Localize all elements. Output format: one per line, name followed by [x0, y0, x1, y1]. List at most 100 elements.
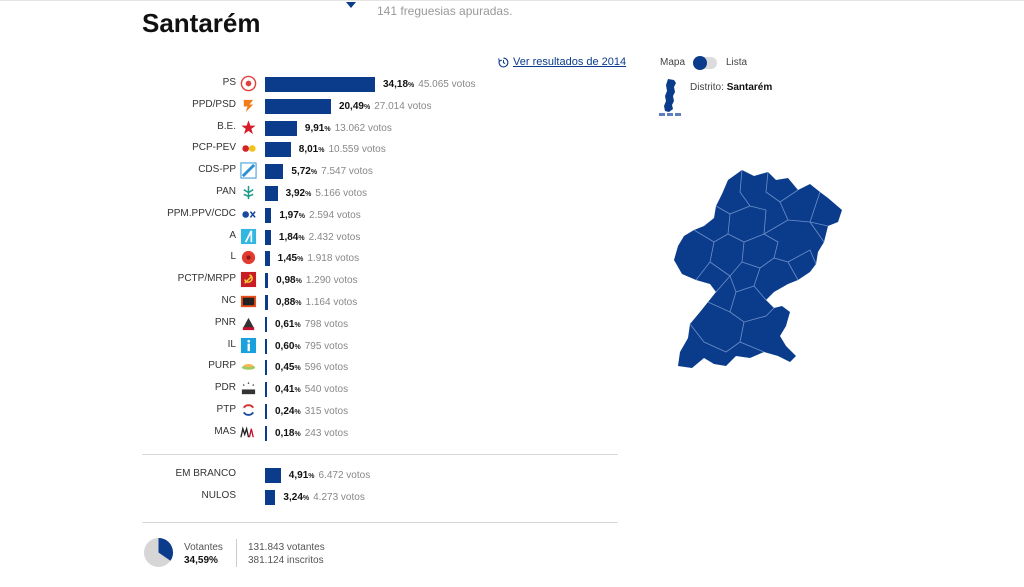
aliança-logo-icon [240, 228, 257, 244]
toggle-list-label[interactable]: Lista [726, 57, 748, 68]
result-votes: 315 votos [304, 406, 349, 417]
result-row[interactable]: B.E. 9,91% 13.062 votos [142, 118, 622, 138]
result-row[interactable]: EM BRANCO 4,91% 6.472 votos [142, 465, 622, 485]
pct-sign: % [363, 103, 371, 111]
result-row[interactable]: PPM.PPV/CDC 1,97% 2.594 votos [142, 205, 622, 225]
result-value: 0,24% 315 votos [275, 406, 348, 417]
pct-sign: % [298, 234, 305, 242]
result-votes: 5.166 votos [315, 188, 368, 199]
result-row[interactable]: NC 0,88% 1.164 votos [142, 292, 622, 312]
result-votes: 596 votos [304, 362, 349, 374]
party-name: PAN [216, 186, 236, 197]
result-votes: 1.918 votos [307, 253, 360, 265]
result-votes: 13.062 votos [334, 122, 392, 134]
result-bar [265, 273, 269, 289]
result-pct: 0,45 [275, 362, 295, 374]
result-bar [265, 164, 284, 180]
pct-sign: % [295, 300, 302, 307]
result-bar [265, 316, 267, 332]
result-pct: 9,91 [304, 122, 325, 134]
district-name: Santarém [726, 82, 773, 93]
portugal-minimap-icon[interactable] [658, 78, 684, 118]
pan-logo-icon [243, 185, 254, 200]
history-results-link[interactable]: Ver resultados de 2014 [498, 56, 626, 68]
history-link-label[interactable]: Ver resultados de 2014 [513, 56, 627, 68]
party-name: PCTP/MRPP [177, 273, 236, 285]
toggle-map-label[interactable]: Mapa [660, 57, 686, 68]
result-pct: 0,98 [276, 275, 296, 287]
pct-sign: % [318, 147, 325, 155]
result-votes: 243 votos [304, 427, 349, 439]
result-row[interactable]: PPD/PSD 20,49% 27.014 votos [142, 96, 622, 116]
result-value: 4,91% 6.472 votos [289, 470, 370, 481]
result-bar [265, 360, 267, 376]
result-row[interactable]: PDR 0,41% 540 votos [142, 379, 622, 399]
result-votes: 540 votos [304, 384, 349, 396]
result-row[interactable]: NULOS 3,24% 4.273 votos [142, 487, 622, 507]
cdu-logo-icon [242, 145, 256, 153]
result-row[interactable]: PNR 0,61% 798 votos [142, 314, 622, 334]
result-pct: 0,61 [275, 318, 295, 330]
registered-count: 381.124 inscritos [248, 555, 324, 566]
result-votes: 7.547 votos [321, 166, 373, 178]
result-pct: 20,49 [338, 100, 364, 112]
result-row[interactable]: PAN 3,92% 5.166 votos [142, 183, 622, 203]
turnout-pie-slice [158, 537, 174, 561]
ps-logo-icon [240, 75, 257, 92]
result-pct: 0,24 [275, 406, 295, 417]
result-pct: 1,97 [279, 209, 299, 221]
caret-down-icon[interactable] [346, 2, 356, 8]
result-pct: 0,60 [275, 340, 295, 352]
result-row[interactable]: L 1,45% 1.918 votos [142, 248, 622, 268]
result-value: 9,91% 13.062 votos [305, 123, 392, 134]
party-name: B.E. [217, 120, 236, 132]
result-pct: 1,84 [278, 231, 299, 243]
result-pct: 0,18 [275, 427, 295, 439]
party-name: L [230, 251, 236, 263]
result-row[interactable]: MAS 0,18% 243 votos [142, 423, 622, 443]
result-bar [265, 120, 297, 136]
pnr-logo-icon [242, 317, 255, 330]
district-map[interactable] [670, 162, 850, 372]
turnout-divider [142, 522, 618, 523]
pct-sign: % [294, 430, 301, 438]
party-name: PTP [216, 404, 236, 415]
result-votes: 2.594 votos [309, 209, 361, 221]
pct-sign: % [310, 169, 318, 177]
pct-sign: % [294, 321, 301, 329]
result-row[interactable]: PS 34,18% 45.065 votos [142, 74, 622, 94]
result-value: 0,60% 795 votos [275, 341, 348, 352]
pct-sign: % [294, 343, 301, 351]
result-row[interactable]: CDS-PP 5,72% 7.547 votos [142, 161, 622, 181]
result-bar [265, 404, 267, 419]
municipality-borders [689, 169, 829, 353]
result-bar [265, 468, 281, 483]
result-row[interactable]: IL 0,60% 795 votos [142, 336, 622, 356]
turnout-separator [236, 539, 237, 567]
result-pct: 1,45 [277, 253, 298, 265]
party-name: PURP [208, 360, 236, 372]
result-row[interactable]: PCTP/MRPP 0,98% 1.290 votos [142, 270, 622, 290]
result-row[interactable]: PURP 0,45% 596 votos [142, 357, 622, 377]
result-votes: 45.065 votos [418, 79, 476, 90]
result-row[interactable]: PCP-PEV 8,01% 10.559 votos [142, 139, 622, 159]
result-votes: 2.432 votos [308, 231, 361, 243]
turnout-label: Votantes [184, 542, 223, 553]
pct-sign: % [408, 82, 415, 89]
il-logo-icon [240, 337, 257, 353]
result-pct: 34,18 [383, 79, 409, 90]
party-name: PDR [214, 382, 236, 394]
party-name: EM BRANCO [175, 468, 236, 479]
result-votes: 4.273 votos [313, 492, 365, 503]
result-row[interactable]: PTP 0,24% 315 votos [142, 401, 622, 421]
result-votes: 1.290 votos [305, 275, 358, 287]
psd-logo-icon [243, 99, 254, 112]
freguesias-count: 141 freguesias apuradas. [377, 4, 513, 18]
result-row[interactable]: A 1,84% 2.432 votos [142, 227, 622, 247]
pct-sign: % [308, 473, 315, 480]
result-value: 0,88% 1.164 votos [276, 297, 357, 308]
history-icon [498, 57, 509, 67]
view-toggle-switch[interactable] [693, 56, 717, 70]
result-pct: 0,41 [275, 384, 295, 396]
result-value: 34,18% 45.065 votos [383, 79, 476, 90]
